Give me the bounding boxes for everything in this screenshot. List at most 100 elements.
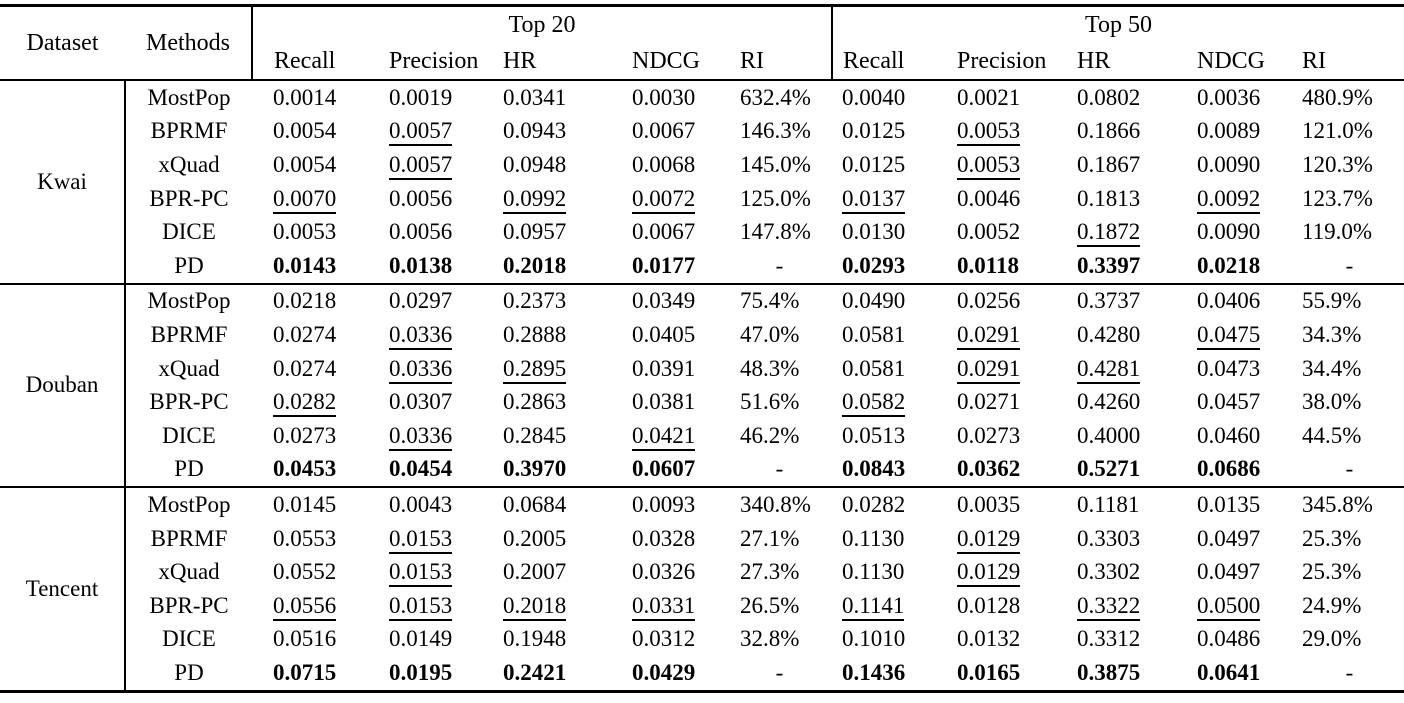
metric-value: 0.0341 <box>503 84 567 110</box>
metric-value: 27.3% <box>740 559 800 585</box>
metric-cell: 0.1181 <box>1070 486 1190 522</box>
metric-cell: 0.0453 <box>252 453 373 488</box>
metric-cell: 0.0641 <box>1190 656 1295 691</box>
metric-cell: 0.0070 <box>252 182 373 216</box>
metric-value: 123.7% <box>1302 185 1373 211</box>
metric-value: 0.0843 <box>842 456 906 482</box>
metric-value: 0.1130 <box>842 559 905 585</box>
metric-cell: 0.4000 <box>1070 419 1190 453</box>
table-header: Dataset Methods Top 20 Top 50 Recall Pre… <box>0 5 1404 81</box>
metric-cell: 0.0256 <box>950 282 1070 319</box>
metric-cell: 0.0054 <box>252 148 373 182</box>
metric-value: 0.0497 <box>1197 559 1261 585</box>
metric-value: 0.0054 <box>273 151 337 177</box>
header-recall-top50: Recall <box>832 43 950 81</box>
metric-cell: 0.2373 <box>487 282 607 319</box>
metric-value: 0.0129 <box>957 525 1021 554</box>
metric-value: 0.0056 <box>389 219 453 245</box>
metric-value: 0.2007 <box>503 559 567 585</box>
header-dataset: Dataset <box>26 29 99 56</box>
metric-cell: 0.0336 <box>373 419 487 453</box>
metric-cell: 0.0341 <box>487 79 607 115</box>
header-hr-top20: HR <box>487 43 607 81</box>
method-cell: MostPop <box>125 79 252 115</box>
metric-cell: 0.1813 <box>1070 182 1190 216</box>
metric-cell: 0.0057 <box>373 115 487 149</box>
metric-value: 0.4260 <box>1077 389 1141 415</box>
metric-value: 0.0282 <box>842 491 906 517</box>
header-methods: Methods <box>125 5 253 80</box>
table-row: BPR-PC 0.0282 0.0307 0.2863 0.0381 51.6% 0.058… <box>0 385 1404 419</box>
metric-cell: 0.4280 <box>1070 318 1190 352</box>
metric-value: 0.5271 <box>1077 456 1141 482</box>
metric-value: 0.0297 <box>389 288 453 314</box>
method-cell: BPR-PC <box>149 592 229 618</box>
metric-value: 480.9% <box>1302 84 1373 110</box>
metric-value: 0.1867 <box>1077 151 1141 177</box>
metric-cell: 0.0057 <box>373 148 487 182</box>
metric-cell: 0.0036 <box>1190 79 1295 115</box>
metric-value: 0.0500 <box>1197 592 1261 621</box>
metric-cell: 0.0553 <box>252 522 373 556</box>
metric-value: 0.0128 <box>957 592 1021 618</box>
metric-cell: 0.0581 <box>832 352 950 386</box>
metric-cell: 0.0137 <box>832 182 950 216</box>
metric-value: 0.0256 <box>957 288 1021 314</box>
metric-cell: - <box>775 659 784 685</box>
method-cell: xQuad <box>158 151 220 177</box>
metric-value: 0.0684 <box>503 491 567 517</box>
metric-value: 48.3% <box>740 355 800 381</box>
metric-cell: 0.0291 <box>950 352 1070 386</box>
header-hr-top50: HR <box>1070 43 1190 81</box>
metric-cell: 0.0948 <box>487 148 607 182</box>
metric-value: 0.0137 <box>842 185 906 214</box>
dataset-cell: Tencent <box>0 486 126 692</box>
metric-cell: 44.5% <box>1295 419 1404 453</box>
method-cell: PD <box>174 456 204 482</box>
metric-value: 24.9% <box>1302 592 1362 618</box>
metric-cell: 0.0053 <box>950 115 1070 149</box>
metric-value: 0.0802 <box>1077 84 1141 110</box>
metric-cell: 0.3397 <box>1070 249 1190 284</box>
dataset-cell: Douban <box>0 282 126 488</box>
metric-cell: 32.8% <box>727 623 832 657</box>
metric-cell: 55.9% <box>1295 282 1404 319</box>
metric-header-row: Recall Precision HR NDCG RI Recall Preci… <box>0 43 1404 81</box>
metric-cell: 0.0336 <box>373 352 487 386</box>
metric-value: 0.0421 <box>632 422 696 451</box>
metric-cell: 0.1010 <box>832 623 950 657</box>
metric-value: 0.1872 <box>1077 219 1141 248</box>
metric-value: 0.0405 <box>632 321 696 347</box>
metric-value: 0.0362 <box>957 456 1021 482</box>
metric-value: 0.0092 <box>1197 185 1261 214</box>
metric-cell: 0.0715 <box>252 656 373 691</box>
metric-cell: 24.9% <box>1295 589 1404 623</box>
metric-cell: 0.0035 <box>950 486 1070 522</box>
metric-cell: 0.0843 <box>832 453 950 488</box>
metric-cell: - <box>1345 252 1354 278</box>
method-cell: MostPop <box>125 282 252 319</box>
table-row: BPRMF 0.0054 0.0057 0.0943 0.0067 146.3% 0.012… <box>0 115 1404 149</box>
metric-value: 0.0057 <box>389 151 453 180</box>
metric-value: 0.0143 <box>273 252 337 278</box>
metric-cell: 0.0943 <box>487 115 607 149</box>
metric-cell: 0.0271 <box>950 385 1070 419</box>
metric-cell: 0.1948 <box>487 623 607 657</box>
table-row: BPR-PC 0.0070 0.0056 0.0992 0.0072 125.0% 0.01… <box>0 182 1404 216</box>
metric-cell: 0.0328 <box>607 522 727 556</box>
table-row: BPRMF 0.0553 0.0153 0.2005 0.0328 27.1% 0.1130… <box>0 522 1404 556</box>
metric-value: 0.4280 <box>1077 321 1141 347</box>
metric-cell: 0.0092 <box>1190 182 1295 216</box>
metric-cell: 27.1% <box>727 522 832 556</box>
metric-value: 0.0336 <box>389 355 453 384</box>
metric-cell: 0.0282 <box>252 385 373 419</box>
metric-cell: 0.0054 <box>252 115 373 149</box>
metric-cell: 0.0125 <box>832 148 950 182</box>
metric-value: 34.3% <box>1302 321 1362 347</box>
metric-cell: 0.0349 <box>607 282 727 319</box>
table-row: DICE 0.0273 0.0336 0.2845 0.0421 46.2% 0.0513 0… <box>0 419 1404 453</box>
metric-value: 25.3% <box>1302 525 1362 551</box>
metric-value: 0.0553 <box>273 525 337 551</box>
metric-value: 0.2895 <box>503 355 567 384</box>
metric-cell: 0.0336 <box>373 318 487 352</box>
